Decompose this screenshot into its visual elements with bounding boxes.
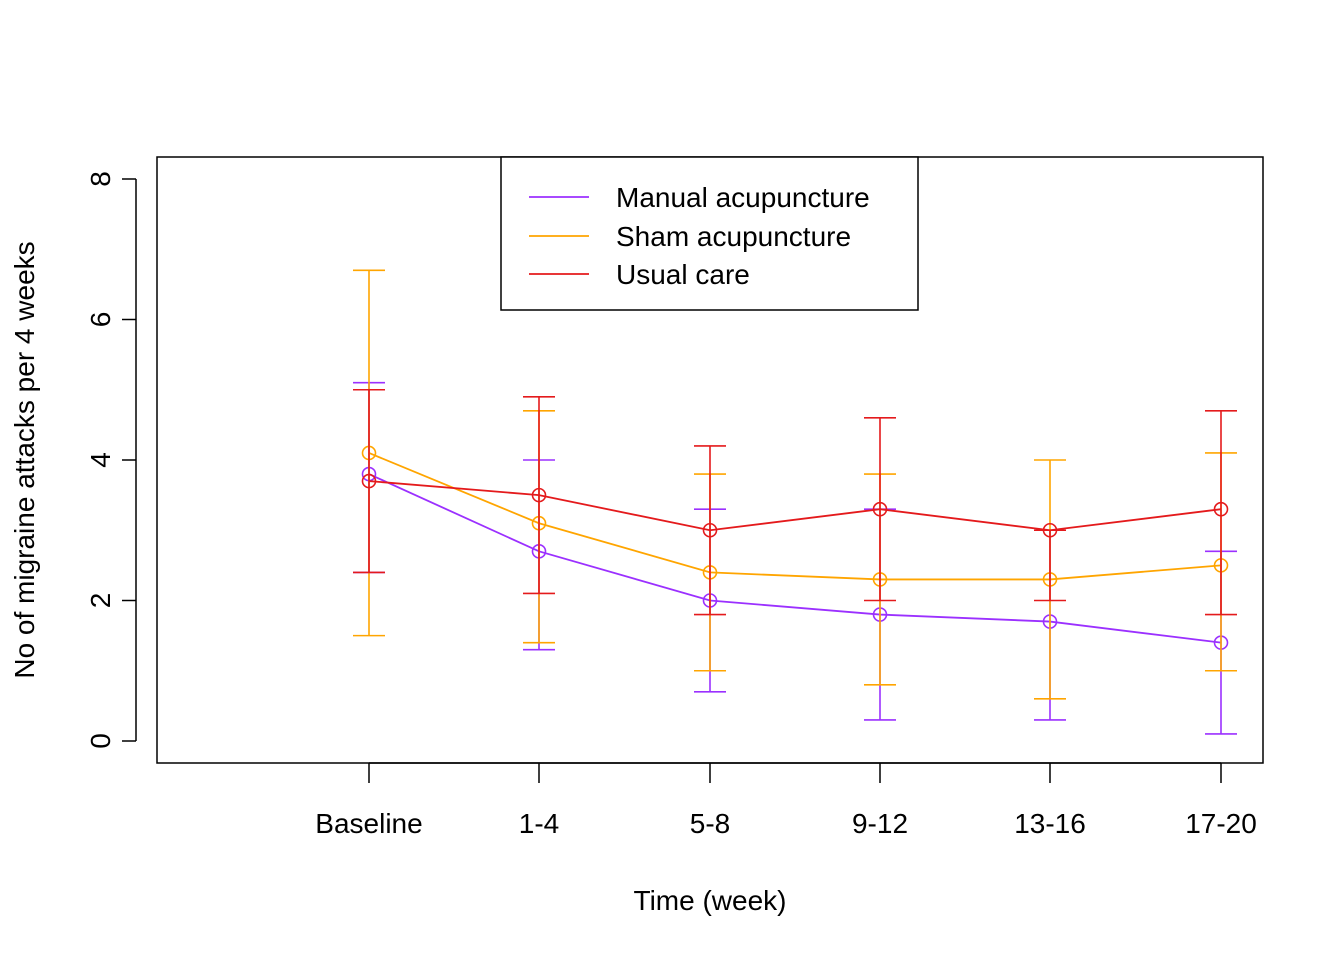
x-tick-label: 17-20 <box>1185 808 1257 839</box>
legend-label: Manual acupuncture <box>616 182 870 213</box>
y-tick-label: 8 <box>85 171 116 187</box>
y-axis-label: No of migraine attacks per 4 weeks <box>9 241 40 678</box>
y-tick-label: 6 <box>85 312 116 328</box>
data-point <box>702 522 718 538</box>
y-tick-label: 2 <box>85 593 116 609</box>
y-tick-label: 0 <box>85 733 116 749</box>
x-tick-label: 1-4 <box>519 808 559 839</box>
y-axis: 0 2 4 6 8 <box>85 171 137 749</box>
series-layer <box>353 269 1237 735</box>
series-sham-acupuncture <box>353 269 1237 700</box>
legend-box <box>500 156 919 311</box>
series-line <box>368 480 1222 532</box>
x-tick-label: 13-16 <box>1014 808 1086 839</box>
legend: Manual acupuncture Sham acupuncture Usual … <box>500 156 919 311</box>
x-tick-label: Baseline <box>315 808 422 839</box>
legend-label: Usual care <box>616 259 750 290</box>
x-axis: Baseline 1-4 5-8 9-12 13-16 17-20 <box>315 762 1257 839</box>
series-usual-care <box>353 388 1237 616</box>
series-line <box>368 473 1222 644</box>
y-tick-label: 4 <box>85 452 116 468</box>
x-tick-label: 9-12 <box>852 808 908 839</box>
data-point <box>361 473 377 489</box>
series-manual-acupuncture <box>353 381 1237 735</box>
x-axis-label: Time (week) <box>634 885 787 916</box>
data-point <box>531 487 547 503</box>
data-point <box>872 501 888 517</box>
data-point <box>1213 501 1229 517</box>
legend-label: Sham acupuncture <box>616 221 851 252</box>
series-line <box>368 452 1222 581</box>
data-point <box>1042 522 1058 538</box>
x-tick-label: 5-8 <box>690 808 730 839</box>
